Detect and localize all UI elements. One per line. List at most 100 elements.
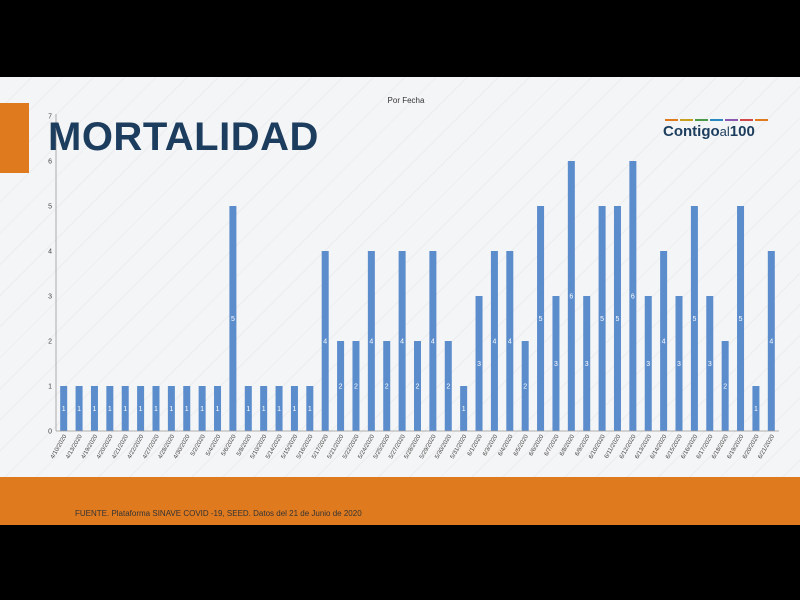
y-axis: 0 1 2 3 4 5 6 7	[48, 114, 57, 436]
data-label: 1	[108, 406, 112, 413]
bar	[152, 386, 160, 431]
orange-accent-tab	[0, 103, 29, 173]
x-axis: 4/10/20204/13/20204/19/20204/20/20204/21…	[50, 430, 779, 460]
bar	[106, 386, 114, 431]
bar	[767, 251, 775, 431]
data-label: 3	[708, 361, 712, 368]
y-tick-label: 3	[48, 294, 52, 301]
data-label: 2	[385, 384, 389, 391]
bar	[429, 251, 437, 431]
data-label: 1	[169, 406, 173, 413]
bar	[490, 251, 498, 431]
y-tick-label: 5	[48, 204, 52, 211]
bar	[414, 341, 421, 431]
data-label: 4	[369, 339, 373, 346]
data-label: 1	[216, 406, 220, 413]
data-label: 2	[354, 384, 358, 391]
data-label: 1	[154, 406, 158, 413]
bar	[690, 206, 698, 431]
y-tick-label: 6	[48, 159, 52, 166]
bar	[506, 251, 514, 431]
bar	[306, 386, 314, 431]
bar	[183, 386, 191, 431]
bar	[383, 341, 391, 431]
data-label: 1	[292, 406, 296, 413]
bar	[537, 206, 545, 431]
data-label: 2	[416, 384, 420, 391]
bar-chart: Por Fecha 0 1 2 3 4 5 6 7 1 1 1 1 1 1 1 1 1 1 1 5 1 1 1 1 1 4 2 2 4…	[48, 96, 779, 460]
bar	[737, 206, 745, 431]
bar	[675, 296, 683, 431]
data-label: 1	[62, 406, 66, 413]
data-label: 1	[123, 406, 127, 413]
data-label: 5	[739, 316, 743, 323]
slide: FUENTE. Plataforma SINAVE COVID -19, SEE…	[0, 77, 800, 525]
logo-color-stripes	[665, 119, 768, 121]
bar	[75, 386, 83, 431]
data-label: 4	[400, 339, 404, 346]
bar	[290, 386, 298, 431]
data-label: 4	[508, 339, 512, 346]
bars: 1 1 1 1 1 1 1 1 1 1 1 5 1 1 1 1 1 4 2 2 4 2 4 2 4 2 1 3 4 4 2 5 3 6 3 5 5 6 3 4…	[60, 161, 775, 431]
y-tick-label: 0	[48, 429, 52, 436]
data-label: 1	[308, 406, 312, 413]
bar	[752, 386, 760, 431]
bar	[60, 386, 68, 431]
bar	[444, 341, 452, 431]
bar	[521, 341, 529, 431]
data-label: 2	[339, 384, 343, 391]
data-label: 5	[600, 316, 604, 323]
footer-band	[0, 477, 800, 525]
bar	[706, 296, 714, 431]
data-label: 1	[754, 406, 758, 413]
bar	[90, 386, 98, 431]
data-label: 5	[692, 316, 696, 323]
data-label: 1	[93, 406, 97, 413]
bar	[337, 341, 345, 431]
data-label: 1	[462, 406, 466, 413]
bar	[644, 296, 652, 431]
logo-text: Contigoal100	[663, 123, 755, 141]
y-tick-label: 1	[48, 384, 52, 391]
bar	[475, 296, 483, 431]
data-label: 1	[139, 406, 143, 413]
data-label: 3	[554, 361, 558, 368]
data-label: 4	[431, 339, 435, 346]
bar	[167, 386, 175, 431]
data-label: 3	[677, 361, 681, 368]
data-label: 3	[646, 361, 650, 368]
bar	[552, 296, 560, 431]
logo-word-contigo: Contigo	[663, 123, 720, 140]
data-label: 1	[262, 406, 266, 413]
logo-word-al: al	[719, 124, 730, 139]
bar	[244, 386, 252, 431]
bar	[121, 386, 129, 431]
data-label: 2	[723, 384, 727, 391]
data-label: 3	[585, 361, 589, 368]
data-label: 1	[246, 406, 250, 413]
bar	[137, 386, 145, 431]
y-tick-label: 2	[48, 339, 52, 346]
bar	[567, 161, 575, 431]
logo-word-100: 100	[729, 123, 755, 140]
bar	[260, 386, 268, 431]
data-label: 2	[523, 384, 527, 391]
data-label: 1	[277, 406, 281, 413]
data-label: 6	[569, 294, 573, 301]
data-label: 5	[616, 316, 620, 323]
bar	[214, 386, 222, 431]
data-label: 1	[200, 406, 204, 413]
bar	[275, 386, 283, 431]
data-label: 4	[769, 339, 773, 346]
bar	[367, 251, 375, 431]
bar	[583, 296, 591, 431]
source-note: FUENTE. Plataforma SINAVE COVID -19, SEE…	[75, 509, 362, 518]
data-label: 2	[446, 384, 450, 391]
bar	[198, 386, 206, 431]
bar	[629, 161, 637, 431]
data-label: 5	[231, 316, 235, 323]
bar	[352, 341, 360, 431]
contigo-logo: Contigoal100	[663, 119, 773, 145]
bar	[660, 251, 668, 431]
bar	[398, 251, 406, 431]
